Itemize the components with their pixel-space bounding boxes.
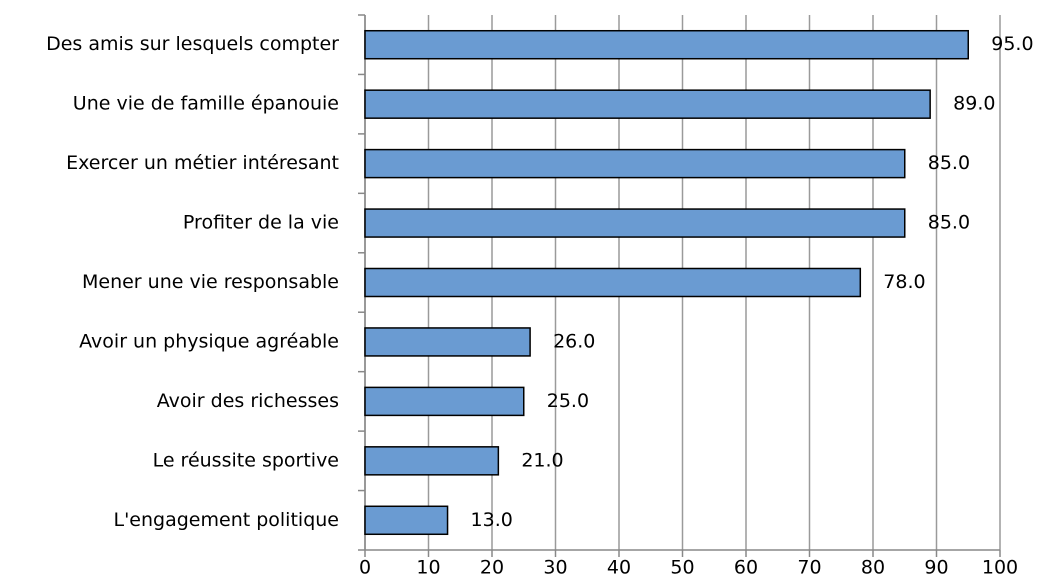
bar — [364, 267, 862, 298]
value-label: 85.0 — [928, 152, 970, 174]
y-tick-label: Avoir des richesses — [157, 390, 339, 412]
bar — [364, 327, 531, 357]
x-tick-label: 60 — [734, 557, 758, 576]
bar — [364, 446, 500, 476]
y-tick-label: Des amis sur lesquels compter — [46, 33, 339, 55]
value-label: 78.0 — [883, 271, 925, 293]
x-tick-label: 100 — [982, 557, 1018, 576]
x-tick-label: 80 — [861, 557, 885, 576]
value-label: 95.0 — [991, 33, 1033, 55]
bar — [364, 386, 525, 417]
x-tick-label: 90 — [924, 557, 948, 576]
x-tick-label: 40 — [607, 557, 631, 576]
value-label: 13.0 — [471, 509, 513, 531]
bar — [364, 148, 906, 179]
x-tick-label: 50 — [670, 557, 694, 576]
bar — [364, 89, 931, 119]
bar — [364, 505, 449, 536]
value-label: 85.0 — [928, 212, 970, 234]
value-label: 89.0 — [953, 93, 995, 115]
bar — [364, 29, 969, 60]
y-tick-label: Le réussite sportive — [153, 449, 339, 471]
x-tick-label: 0 — [359, 557, 371, 576]
y-tick-label: L'engagement politique — [114, 509, 340, 531]
x-tick-label: 10 — [416, 557, 440, 576]
x-tick-label: 30 — [543, 557, 567, 576]
x-tick-label: 70 — [797, 557, 821, 576]
y-tick-label: Avoir un physique agréable — [79, 330, 339, 352]
y-tick-label: Mener une vie responsable — [82, 271, 339, 293]
value-label: 25.0 — [547, 390, 589, 412]
bar — [364, 208, 906, 238]
value-label: 21.0 — [521, 449, 563, 471]
y-tick-label: Exercer un métier intéresant — [66, 152, 339, 174]
value-label: 26.0 — [553, 330, 595, 352]
y-tick-label: Une vie de famille épanouie — [73, 93, 339, 115]
x-tick-label: 20 — [480, 557, 504, 576]
y-tick-label: Profiter de la vie — [183, 212, 339, 234]
